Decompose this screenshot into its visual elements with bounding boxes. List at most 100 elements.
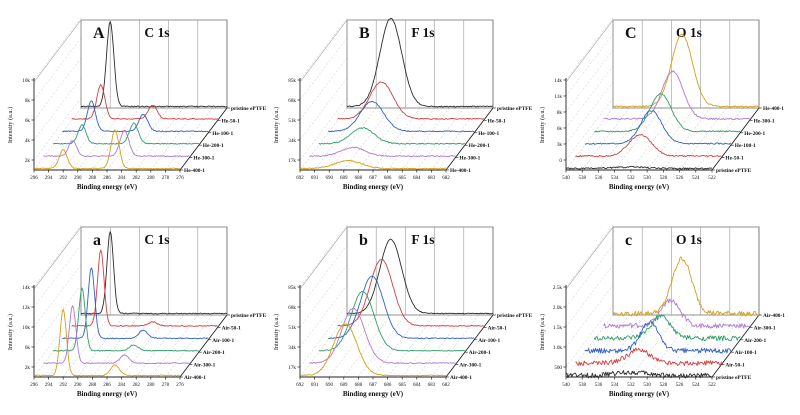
- series-curve-Air-300-1: [603, 298, 750, 329]
- series-curve-He-200-1: [594, 93, 741, 133]
- floor-gridline: [92, 107, 140, 171]
- y-tick-label: 6k: [25, 118, 31, 124]
- series-label: Air-100-1: [735, 350, 757, 356]
- wall-gridline: [299, 284, 348, 348]
- x-tick-label: 292: [59, 176, 67, 181]
- panel-b: b F 1s 17k 34k 51k 68k 85k Intensity (a.u.) 692 6…: [266, 207, 532, 414]
- x-tick-label: 534: [611, 383, 619, 388]
- floor-gridline: [299, 314, 348, 378]
- floor-gridline: [121, 314, 169, 378]
- y-axis-label: Intensity (a.u.): [273, 314, 280, 350]
- x-tick-label: 288: [89, 383, 97, 388]
- panel-letter: a: [93, 232, 101, 249]
- x-tick-label: 526: [676, 383, 684, 388]
- series-curve-Air-100-1: [584, 320, 732, 354]
- y-axis-label: Intensity (a.u.): [539, 107, 546, 143]
- floor-gridline: [614, 107, 662, 171]
- y-tick-label: 10k: [22, 78, 30, 84]
- x-tick-label: 538: [578, 383, 586, 388]
- floor-gridline: [598, 314, 646, 378]
- floor-gridline: [329, 107, 377, 171]
- x-tick-label: 284: [118, 383, 126, 388]
- floor-gridline: [106, 107, 155, 171]
- y-tick-label: 51k: [288, 325, 296, 331]
- series-curve-He-300-1: [309, 146, 456, 158]
- floor-gridline: [646, 107, 695, 171]
- x-tick-label: 290: [74, 383, 82, 388]
- floor-gridline: [630, 314, 679, 378]
- floor-gridline: [314, 314, 362, 378]
- series-label: Air-200-1: [744, 338, 766, 344]
- y-tick-label: 85k: [288, 285, 296, 291]
- wall-gridline: [565, 97, 614, 161]
- y-tick-label: 14k: [554, 78, 562, 84]
- panel-letter: b: [359, 232, 368, 249]
- x-tick-label: 691: [311, 176, 319, 181]
- series-curve-pristine-ePTFE: [346, 238, 494, 315]
- y-tick-label: 0: [559, 158, 562, 164]
- series-curve-He-300-1: [603, 70, 750, 121]
- x-tick-label: 682: [442, 383, 450, 388]
- x-tick-label: 524: [692, 176, 700, 181]
- panel-C: C O 1s 0 3k 6k 8k 11k 14k Intensity (a.u.) 540 538…: [532, 0, 798, 207]
- wall-gridline: [565, 33, 614, 97]
- wall-gridline: [33, 304, 82, 368]
- wall-gridline: [299, 17, 348, 81]
- left-wall-top-edge: [299, 19, 348, 83]
- x-tick-label: 532: [627, 383, 635, 388]
- y-tick-label: 500: [554, 365, 562, 371]
- y-tick-label: 12k: [22, 305, 30, 311]
- series-curve-Air-400-1: [299, 323, 447, 377]
- series-curve-Air-50-1: [575, 347, 722, 367]
- wall-gridline: [299, 97, 348, 161]
- series-curve-pristine-ePTFE: [565, 370, 713, 379]
- left-wall-top-edge: [33, 19, 82, 83]
- panel-letter: A: [93, 25, 105, 42]
- x-tick-label: 284: [118, 176, 126, 181]
- x-tick-label: 684: [413, 176, 421, 181]
- floor-gridline: [565, 314, 614, 378]
- x-tick-label: 687: [369, 176, 377, 181]
- y-axis-label: Intensity (a.u.): [7, 107, 14, 143]
- series-curve-He-400-1: [612, 33, 760, 108]
- x-tick-label: 296: [30, 383, 38, 388]
- x-tick-label: 682: [442, 176, 450, 181]
- x-tick-label: 522: [708, 176, 716, 181]
- floor-gridline: [150, 107, 198, 171]
- panel-c: c O 1s 500 1.0k 1.5k 2.0k 2.5k Intensity (a.u.)…: [532, 207, 798, 414]
- series-label: Air-400-1: [450, 375, 472, 381]
- floor-gridline: [299, 107, 348, 171]
- floor-gridline: [33, 107, 82, 171]
- y-tick-label: 68k: [288, 305, 296, 311]
- floor-gridline: [358, 107, 406, 171]
- left-wall-top-edge: [565, 226, 614, 290]
- x-tick-label: 536: [595, 383, 603, 388]
- panel-A: A C 1s 2k 4k 6k 8k 10k Intensity (a.u.) 296 294 29…: [0, 0, 266, 207]
- floor-gridline: [92, 314, 140, 378]
- series-label: Air-300-1: [754, 325, 776, 331]
- series-label: Air-300-1: [193, 363, 215, 369]
- x-tick-label: 524: [692, 383, 700, 388]
- floor-gridline: [136, 314, 184, 378]
- z-axis: [711, 107, 760, 171]
- x-axis-label: Binding energy (eV): [77, 183, 138, 191]
- panel-letter: c: [625, 232, 632, 249]
- wall-gridline: [299, 264, 348, 328]
- panel-title: O 1s: [676, 232, 702, 247]
- floor-gridline: [150, 314, 198, 378]
- y-tick-label: 1.5k: [553, 325, 562, 331]
- x-tick-label: 280: [147, 383, 155, 388]
- series-label: Air-300-1: [459, 363, 481, 369]
- x-tick-label: 276: [176, 176, 184, 181]
- y-tick-label: 6k: [557, 126, 563, 132]
- floor-gridline: [314, 107, 362, 171]
- wall-gridline: [565, 49, 614, 113]
- series-label: pristine ePTFE: [497, 106, 532, 112]
- x-axis-label: Binding energy (eV): [609, 183, 670, 191]
- floor-gridline: [358, 314, 406, 378]
- x-tick-label: 278: [162, 383, 170, 388]
- floor-gridline: [646, 314, 695, 378]
- floor-gridline: [77, 314, 125, 378]
- wall-gridline: [565, 81, 614, 145]
- x-tick-label: 686: [384, 383, 392, 388]
